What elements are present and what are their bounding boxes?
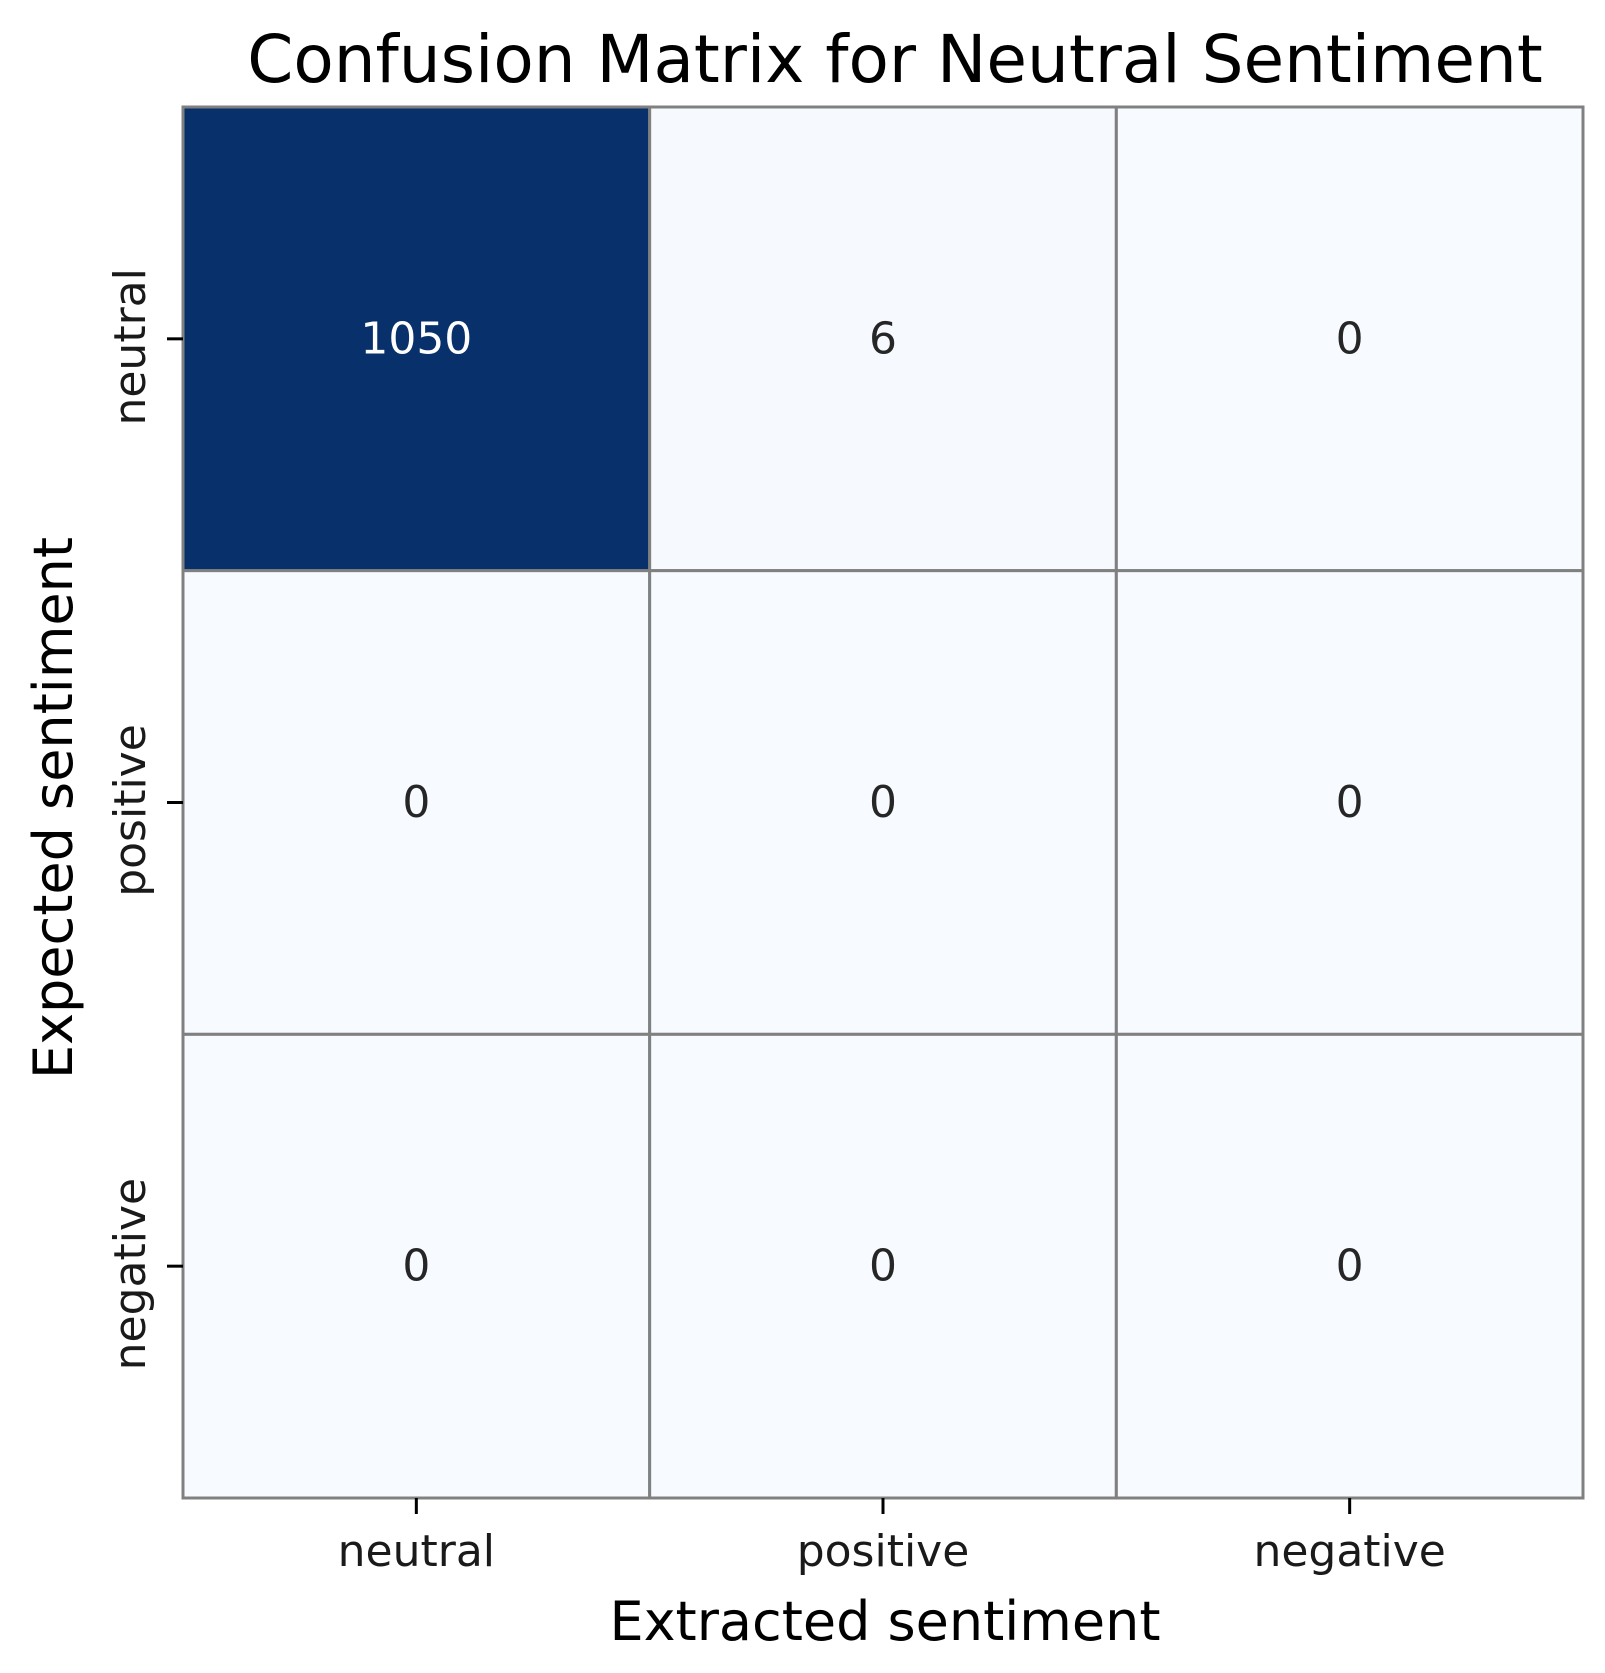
- heatmap-cell-neutral-neutral: [181, 105, 652, 573]
- heatmap-cell-neutral-positive: [648, 105, 1118, 573]
- y-tick-label-positive: positive: [105, 724, 156, 897]
- heatmap-cell-positive-neutral: [181, 569, 652, 1036]
- heatmap-cells: 1050 6 0 0 0 0 0 0 0: [181, 105, 1585, 1500]
- x-tick-label-negative: negative: [1253, 1526, 1445, 1577]
- cell-value-positive-negative: 0: [1336, 777, 1364, 828]
- axis-ticks: neutral positive negative neutral positive ne…: [105, 268, 1446, 1577]
- x-tick-label-positive: positive: [797, 1526, 970, 1577]
- chart-title: Confusion Matrix for Neutral Sentiment: [247, 21, 1543, 98]
- y-tick-label-neutral: neutral: [105, 268, 156, 425]
- cell-value-negative-positive: 0: [869, 1241, 897, 1292]
- y-axis-label: Expected sentiment: [22, 537, 85, 1079]
- cell-value-neutral-negative: 0: [1336, 313, 1364, 364]
- heatmap-cell-positive-positive: [648, 569, 1118, 1036]
- cell-value-neutral-neutral: 1050: [360, 313, 472, 364]
- x-tick-label-neutral: neutral: [338, 1526, 495, 1577]
- cell-value-positive-neutral: 0: [402, 777, 430, 828]
- heatmap-cell-neutral-negative: [1114, 105, 1585, 573]
- heatmap-cell-negative-positive: [648, 1032, 1118, 1500]
- cell-value-neutral-positive: 6: [869, 313, 897, 364]
- x-axis-label: Extracted sentiment: [609, 1590, 1160, 1653]
- heatmap-cell-negative-neutral: [181, 1032, 652, 1500]
- cell-value-negative-neutral: 0: [402, 1241, 430, 1292]
- cell-value-negative-negative: 0: [1336, 1241, 1364, 1292]
- heatmap-cell-positive-negative: [1114, 569, 1585, 1036]
- cell-value-positive-positive: 0: [869, 777, 897, 828]
- y-tick-label-negative: negative: [105, 1178, 156, 1370]
